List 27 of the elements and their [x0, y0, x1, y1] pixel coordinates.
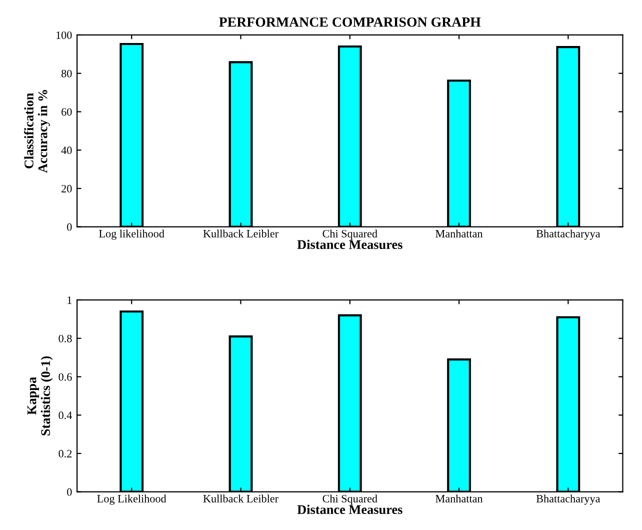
x-axis-title: Distance Measures: [297, 504, 402, 514]
y-tick-label: 40: [61, 146, 72, 154]
x-tick-label: Log likelihood: [99, 230, 164, 240]
x-axis-title: Distance Measures: [297, 240, 402, 250]
chart-title: PERFORMANCE COMPARISON GRAPH: [219, 17, 481, 27]
x-tick-label: Kullback Leibler: [203, 494, 278, 502]
y-tick-label: 0.2: [58, 450, 72, 458]
y-tick-label: 0.6: [58, 373, 72, 381]
y-axis-title: Kappa Statistics (0-1): [27, 356, 53, 436]
y-tick-label: 0.4: [58, 412, 72, 420]
y-tick-label: 0.8: [58, 334, 72, 342]
x-tick-label: Bhattacharyya: [536, 494, 600, 505]
x-tick-label: Manhattan: [436, 230, 483, 238]
y-tick-label: 60: [62, 108, 72, 116]
x-tick-label: Manhattan: [436, 494, 483, 502]
x-tick-label: Bhattacharyya: [536, 230, 600, 240]
y-tick-label: 0: [67, 223, 72, 231]
y-tick-label: 20: [62, 184, 72, 192]
x-tick-label: Chi Squared: [322, 494, 378, 505]
x-tick-label: Kullback Leibler: [203, 230, 278, 238]
y-tick-label: 1: [68, 296, 72, 304]
x-tick-label: Chi Squared: [322, 230, 378, 240]
y-tick-label: 100: [56, 31, 72, 39]
x-tick-label: Log Likelihood: [97, 494, 166, 505]
y-tick-label: 0: [67, 488, 72, 496]
y-axis-title: Classification Accuracy in %: [24, 90, 50, 173]
y-tick-label: 80: [61, 70, 72, 78]
